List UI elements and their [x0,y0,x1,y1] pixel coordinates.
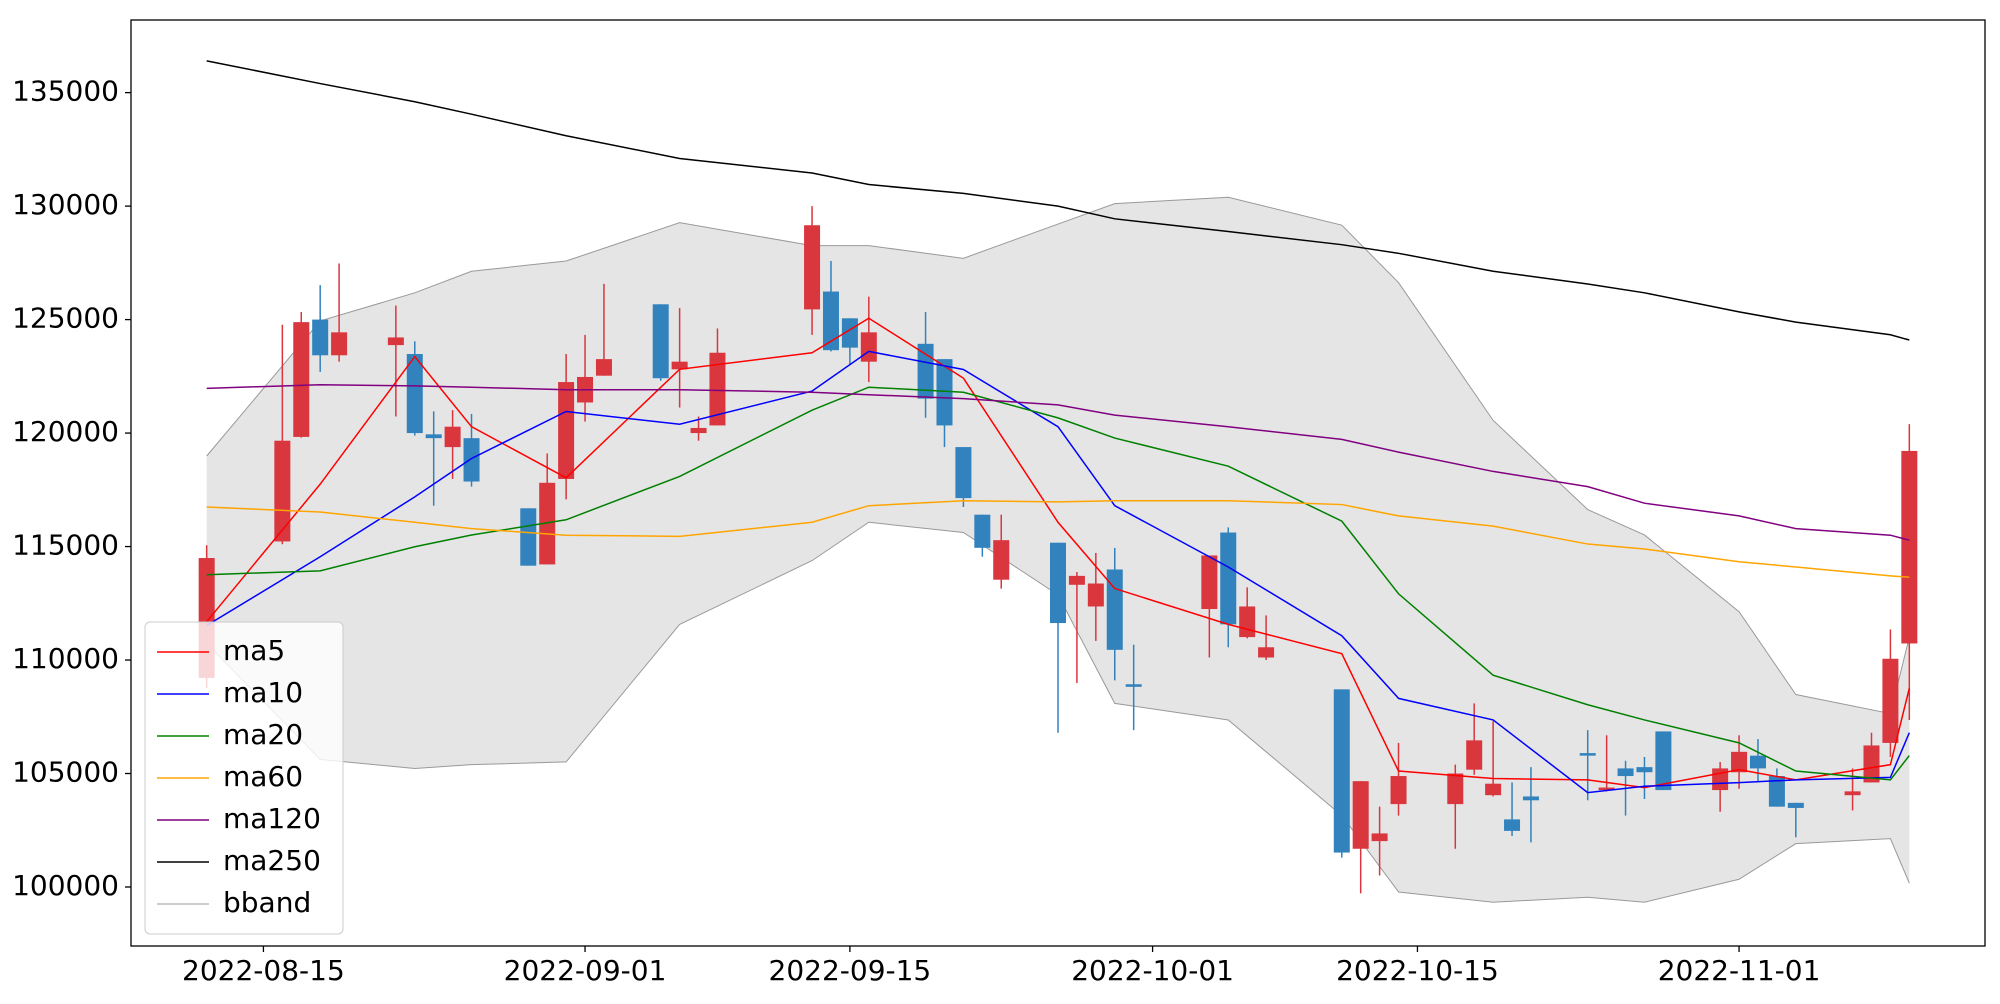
candle-body [1655,731,1672,791]
ma-line [206,60,1910,341]
candle-body [331,332,348,356]
ma-line [206,499,1910,578]
ma-line [206,383,1910,541]
x-tick-label: 2022-10-01 [1071,954,1234,987]
legend-label: bband [223,886,311,919]
candle-body [1087,583,1104,607]
legend-box [144,621,344,935]
x-tick-label: 2022-08-15 [182,954,345,987]
y-tick-label: 120000 [12,415,119,448]
candle-body [1371,833,1388,842]
legend-label: ma120 [223,802,321,835]
candle-body [1466,740,1483,770]
candle-body [595,359,612,376]
bband-lower [206,521,1910,903]
candle-body [1787,802,1804,808]
candle-body [293,322,310,437]
candle-body [558,382,575,479]
candle-body [1882,658,1899,743]
candle-body [444,426,461,448]
candle-body [936,359,953,426]
legend-label: ma60 [223,760,303,793]
candle-body [671,361,688,370]
y-tick-label: 115000 [12,529,119,562]
candle-body [993,540,1010,580]
y-tick-label: 110000 [12,642,119,675]
candle-body [1485,783,1502,796]
candle-body [539,482,556,565]
legend-label: ma10 [223,676,303,709]
candle-body [1579,753,1596,756]
candle-body [520,508,537,566]
candle-body [1863,745,1880,783]
y-tick-label: 105000 [12,756,119,789]
candle-body [1201,555,1218,610]
ma-line [206,350,1911,794]
candle-body [652,304,669,379]
candle-body [1239,606,1256,638]
candle-body [1390,776,1407,805]
candle-body [1901,450,1918,644]
candle-body [387,337,404,346]
candle-body [1731,751,1748,773]
candle-body [1068,575,1085,585]
y-tick-label: 100000 [12,869,119,902]
candle-body [406,354,423,434]
candle-body [1220,532,1237,625]
plot-area [198,60,1918,903]
ma-line [206,317,1911,789]
candle-body [1617,768,1634,777]
candle-body [955,447,972,499]
candle-body [1636,767,1653,773]
candle-body [1768,776,1785,807]
candle-body [1504,819,1521,831]
candle-body [1352,781,1369,849]
ma-line [206,386,1910,781]
candle-body [1258,647,1275,658]
axes-frame [130,19,1986,947]
x-tick-label: 2022-09-15 [769,954,932,987]
bband-upper [206,196,1910,715]
legend-label: ma20 [223,718,303,751]
candle-body [1125,684,1142,687]
candle-body [1447,773,1464,805]
legend-label: ma250 [223,844,321,877]
candle-body [312,319,329,356]
candle-body [822,291,839,351]
candle-body [860,332,877,362]
y-tick-label: 135000 [12,75,119,108]
x-tick-label: 2022-09-01 [504,954,667,987]
candle-body [274,440,291,542]
y-tick-label: 125000 [12,302,119,335]
legend-label: ma5 [223,634,285,667]
x-tick-label: 2022-10-15 [1336,954,1499,987]
x-tick-label: 2022-11-01 [1658,954,1821,987]
candle-body [1598,787,1615,791]
candle-body [841,318,858,348]
candle-body [1050,542,1066,624]
candle-body [690,427,707,434]
candle-body [1522,796,1539,801]
candle-body [463,438,480,482]
candle-body [1844,791,1861,796]
candle-body [709,352,726,426]
candle-body [1333,689,1350,853]
candle-body [804,225,821,310]
candle-body [1749,755,1766,769]
candle-body [974,514,991,548]
candle-body [425,434,442,439]
y-tick-label: 130000 [12,188,119,221]
